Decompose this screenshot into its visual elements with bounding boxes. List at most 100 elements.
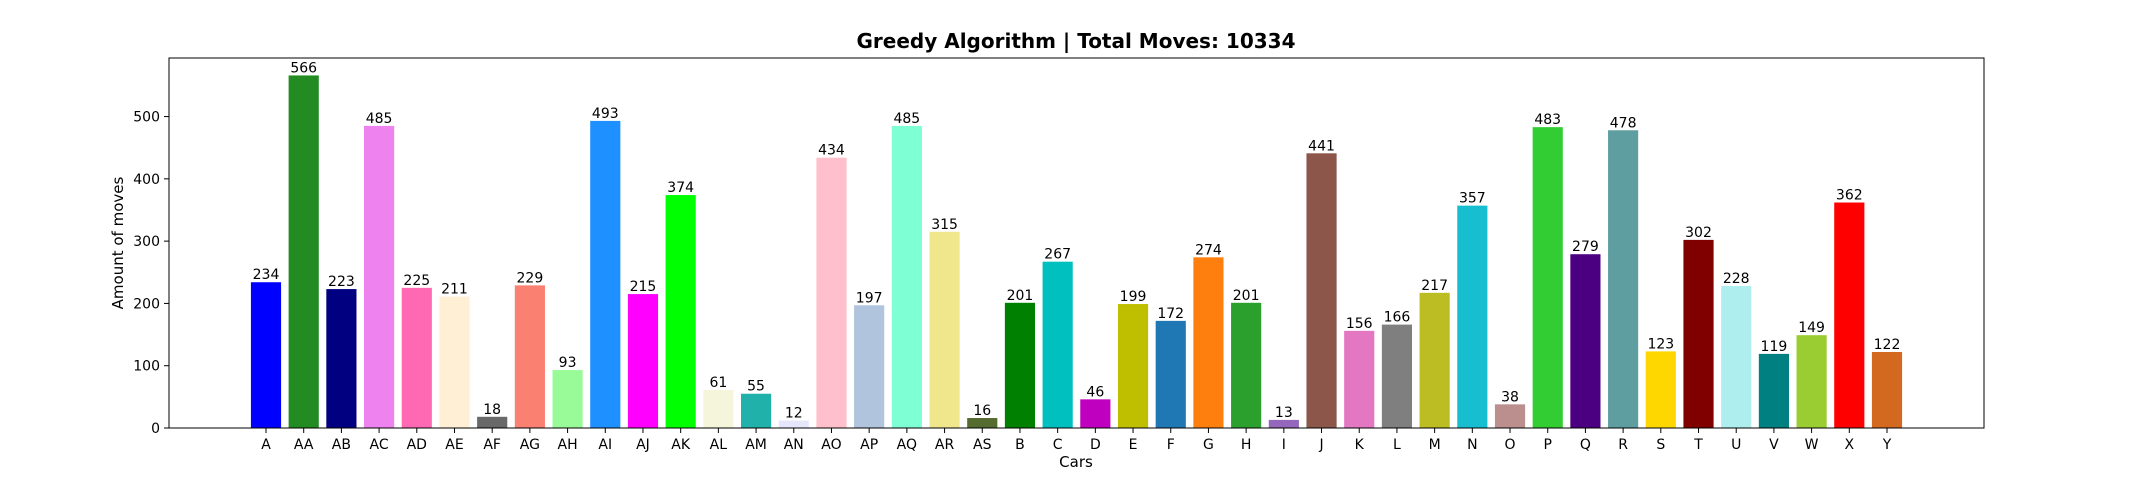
x-tick-label-AN: AN xyxy=(784,437,804,453)
data-label-H: 201 xyxy=(1233,288,1260,304)
bar-AG xyxy=(514,285,545,428)
data-label-L: 166 xyxy=(1384,310,1411,326)
bar-AM xyxy=(740,393,772,428)
x-tick-label-F: F xyxy=(1167,437,1175,453)
bar-S xyxy=(1645,351,1676,428)
x-tick-label-R: R xyxy=(1618,437,1628,453)
x-tick-label-AO: AO xyxy=(821,437,841,453)
data-label-M: 217 xyxy=(1421,278,1448,294)
data-label-Y: 122 xyxy=(1874,337,1901,353)
bar-AK xyxy=(665,195,696,428)
data-label-I: 13 xyxy=(1275,405,1293,421)
x-tick-label-AC: AC xyxy=(370,437,389,453)
data-label-AJ: 215 xyxy=(630,279,657,295)
data-label-AC: 485 xyxy=(366,111,393,127)
bar-AP xyxy=(854,305,885,428)
data-label-X: 362 xyxy=(1836,188,1863,204)
bars-group xyxy=(250,75,1903,429)
x-tick-label-J: J xyxy=(1318,437,1323,453)
data-label-E: 199 xyxy=(1120,289,1147,305)
chart-title: Greedy Algorithm | Total Moves: 10334 xyxy=(857,29,1296,53)
data-label-O: 38 xyxy=(1501,389,1519,405)
bar-AQ xyxy=(891,125,922,429)
x-tick-label-C: C xyxy=(1053,437,1063,453)
y-tick-label-200: 200 xyxy=(133,296,160,312)
bar-Y xyxy=(1871,352,1903,428)
x-tick-label-AK: AK xyxy=(671,437,691,453)
data-label-AM: 55 xyxy=(747,379,765,395)
bar-AH xyxy=(552,370,583,428)
data-label-AF: 18 xyxy=(483,402,501,418)
data-labels-group: 234 566 223 485 225 211 18 229 93 493 215 374 61 55 12… xyxy=(253,60,1901,421)
x-tick-label-D: D xyxy=(1090,437,1101,453)
data-label-AE: 211 xyxy=(441,282,468,298)
bar-AE xyxy=(439,296,470,428)
data-label-K: 156 xyxy=(1346,316,1373,332)
data-label-AN: 12 xyxy=(785,406,803,422)
data-label-T: 302 xyxy=(1685,225,1712,241)
x-tick-label-AR: AR xyxy=(935,437,955,453)
bar-L xyxy=(1381,324,1413,428)
bar-C xyxy=(1042,261,1073,428)
bar-W xyxy=(1796,335,1827,428)
x-tick-label-B: B xyxy=(1015,437,1025,453)
data-label-AS: 16 xyxy=(973,403,991,419)
data-label-AK: 374 xyxy=(667,180,694,196)
x-tick-label-AS: AS xyxy=(973,437,992,453)
data-label-AR: 315 xyxy=(931,217,958,233)
bar-AO xyxy=(816,157,847,428)
x-tick-label-E: E xyxy=(1129,437,1138,453)
y-axis-label: Amount of moves xyxy=(109,176,127,309)
data-label-AB: 223 xyxy=(328,274,355,290)
bar-AL xyxy=(703,390,734,428)
x-tick-label-A: A xyxy=(261,437,271,453)
bar-H xyxy=(1231,302,1262,428)
bar-V xyxy=(1758,353,1789,428)
x-tick-label-AL: AL xyxy=(710,437,728,453)
bar-D xyxy=(1080,399,1111,428)
bar-AJ xyxy=(627,294,659,428)
y-tick-label-0: 0 xyxy=(151,421,160,437)
data-label-AA: 566 xyxy=(290,60,317,76)
bar-A xyxy=(250,282,282,428)
data-label-J: 441 xyxy=(1308,138,1335,154)
x-tick-label-W: W xyxy=(1805,437,1819,453)
bar-AR xyxy=(929,231,960,428)
data-label-F: 172 xyxy=(1157,306,1184,322)
x-tick-label-I: I xyxy=(1282,437,1286,453)
bar-F xyxy=(1155,320,1186,428)
bar-R xyxy=(1608,130,1639,428)
x-tick-label-AG: AG xyxy=(520,437,540,453)
data-label-D: 46 xyxy=(1086,384,1104,400)
y-tick-label-300: 300 xyxy=(133,234,160,250)
y-tick-label-500: 500 xyxy=(133,110,160,126)
bar-AB xyxy=(326,289,357,428)
bar-AC xyxy=(364,125,395,429)
x-tick-label-AD: AD xyxy=(407,437,427,453)
data-label-Q: 279 xyxy=(1572,239,1599,255)
y-axis-ticks: 0 100 200 300 400 500 xyxy=(133,110,169,437)
bar-AA xyxy=(288,75,319,428)
x-axis-label: Cars xyxy=(1059,453,1093,471)
bar-M xyxy=(1419,292,1450,428)
data-label-N: 357 xyxy=(1459,191,1486,207)
data-label-W: 149 xyxy=(1798,320,1825,336)
bar-Q xyxy=(1570,254,1601,428)
x-tick-label-N: N xyxy=(1467,437,1477,453)
data-label-P: 483 xyxy=(1534,112,1561,128)
x-tick-label-AF: AF xyxy=(483,437,501,453)
x-tick-label-AH: AH xyxy=(558,437,578,453)
bar-AF xyxy=(477,416,508,428)
x-tick-label-U: U xyxy=(1731,437,1741,453)
bar-AD xyxy=(401,287,432,428)
plot-frame xyxy=(168,57,1985,429)
bar-AI xyxy=(590,120,621,428)
bar-G xyxy=(1193,257,1224,428)
x-tick-label-Y: Y xyxy=(1882,437,1892,453)
data-label-C: 267 xyxy=(1044,247,1071,263)
x-tick-label-AE: AE xyxy=(445,437,463,453)
x-tick-label-S: S xyxy=(1656,437,1665,453)
bar-AN xyxy=(778,420,809,428)
bar-X xyxy=(1834,202,1865,428)
